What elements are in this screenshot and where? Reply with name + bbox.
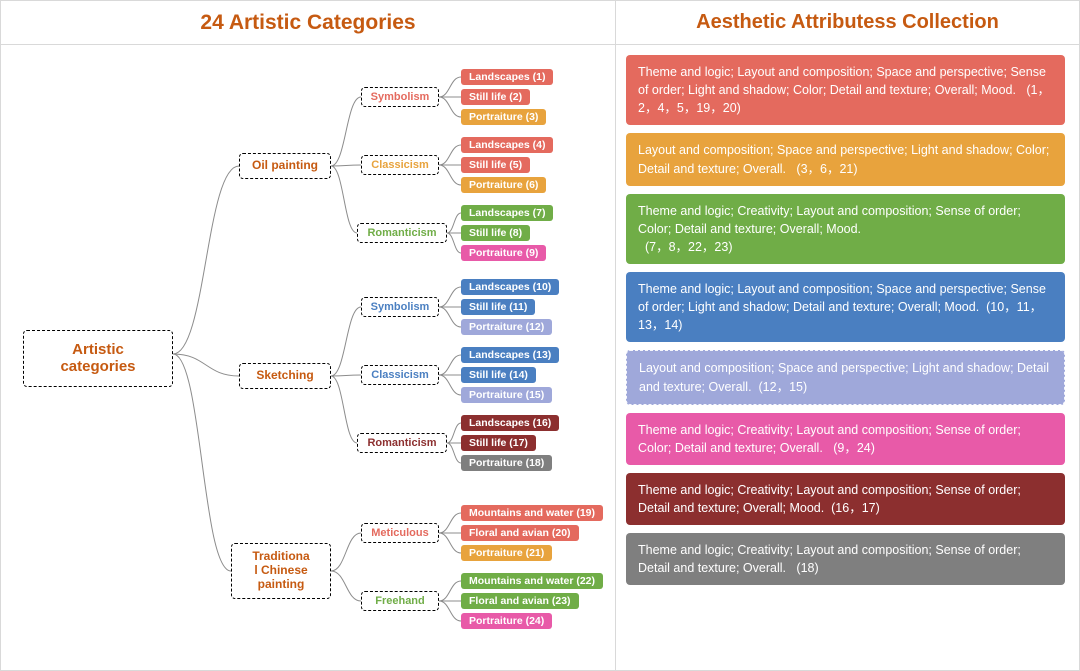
attributes-panel: Theme and logic; Layout and composition;… xyxy=(616,45,1079,670)
tree-leaf: Floral and avian (23) xyxy=(461,593,579,609)
tree-leaf: Still life (17) xyxy=(461,435,536,451)
tree-node: Traditiona l Chinese painting xyxy=(231,543,331,599)
tree-leaf: Landscapes (7) xyxy=(461,205,553,221)
tree-node: Artistic categories xyxy=(23,330,173,387)
tree-leaf: Still life (14) xyxy=(461,367,536,383)
tree-node: Symbolism xyxy=(361,297,439,317)
tree-node: Classicism xyxy=(361,365,439,385)
tree-leaf: Portraiture (15) xyxy=(461,387,552,403)
tree-leaf: Still life (5) xyxy=(461,157,530,173)
tree-leaf: Portraiture (9) xyxy=(461,245,546,261)
tree-leaf: Landscapes (13) xyxy=(461,347,559,363)
attribute-box: Theme and logic; Layout and composition;… xyxy=(626,55,1065,125)
tree-leaf: Still life (8) xyxy=(461,225,530,241)
tree-leaf: Portraiture (12) xyxy=(461,319,552,335)
tree-node: Freehand xyxy=(361,591,439,611)
tree-leaf: Landscapes (4) xyxy=(461,137,553,153)
tree-leaf: Portraiture (21) xyxy=(461,545,552,561)
diagram-frame: 24 Artistic Categories Aesthetic Attribu… xyxy=(0,0,1080,671)
tree-leaf: Landscapes (1) xyxy=(461,69,553,85)
header-row: 24 Artistic Categories Aesthetic Attribu… xyxy=(1,1,1079,45)
attribute-box: Layout and composition; Space and perspe… xyxy=(626,350,1065,404)
tree-node: Romanticism xyxy=(357,223,447,243)
tree-leaf: Portraiture (6) xyxy=(461,177,546,193)
tree-leaf: Portraiture (18) xyxy=(461,455,552,471)
tree-leaf: Portraiture (3) xyxy=(461,109,546,125)
tree-leaf: Landscapes (16) xyxy=(461,415,559,431)
tree-node: Romanticism xyxy=(357,433,447,453)
tree-leaf: Portraiture (24) xyxy=(461,613,552,629)
body-row: Artistic categories Oil painting Sketching… xyxy=(1,45,1079,670)
attribute-box: Theme and logic; Creativity; Layout and … xyxy=(626,533,1065,585)
tree-node: Meticulous xyxy=(361,523,439,543)
tree-leaf: Still life (2) xyxy=(461,89,530,105)
tree-node: Symbolism xyxy=(361,87,439,107)
tree-leaf: Landscapes (10) xyxy=(461,279,559,295)
tree-node: Sketching xyxy=(239,363,331,389)
attribute-box: Theme and logic; Layout and composition;… xyxy=(626,272,1065,342)
attribute-box: Layout and composition; Space and perspe… xyxy=(626,133,1065,185)
attribute-box: Theme and logic; Creativity; Layout and … xyxy=(626,473,1065,525)
header-left-title: 24 Artistic Categories xyxy=(1,1,616,44)
tree-node: Oil painting xyxy=(239,153,331,179)
tree-leaf: Floral and avian (20) xyxy=(461,525,579,541)
tree-leaf: Mountains and water (19) xyxy=(461,505,603,521)
tree-panel: Artistic categories Oil painting Sketching… xyxy=(1,45,616,670)
header-right-title: Aesthetic Attributess Collection xyxy=(616,1,1079,44)
attribute-box: Theme and logic; Creativity; Layout and … xyxy=(626,413,1065,465)
tree-node: Classicism xyxy=(361,155,439,175)
tree-leaf: Mountains and water (22) xyxy=(461,573,603,589)
attribute-box: Theme and logic; Creativity; Layout and … xyxy=(626,194,1065,264)
tree-leaf: Still life (11) xyxy=(461,299,535,315)
